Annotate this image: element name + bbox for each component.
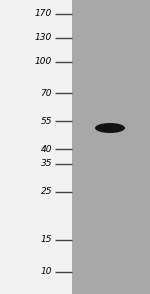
Text: 25: 25 xyxy=(40,188,52,196)
Text: 170: 170 xyxy=(35,9,52,19)
Text: 35: 35 xyxy=(40,160,52,168)
Text: 10: 10 xyxy=(40,268,52,276)
Text: 15: 15 xyxy=(40,235,52,245)
Text: 70: 70 xyxy=(40,88,52,98)
Text: 40: 40 xyxy=(40,144,52,153)
Text: 55: 55 xyxy=(40,116,52,126)
Ellipse shape xyxy=(95,123,125,133)
Text: 130: 130 xyxy=(35,34,52,43)
Text: 100: 100 xyxy=(35,58,52,66)
Bar xyxy=(0,0,72,294)
